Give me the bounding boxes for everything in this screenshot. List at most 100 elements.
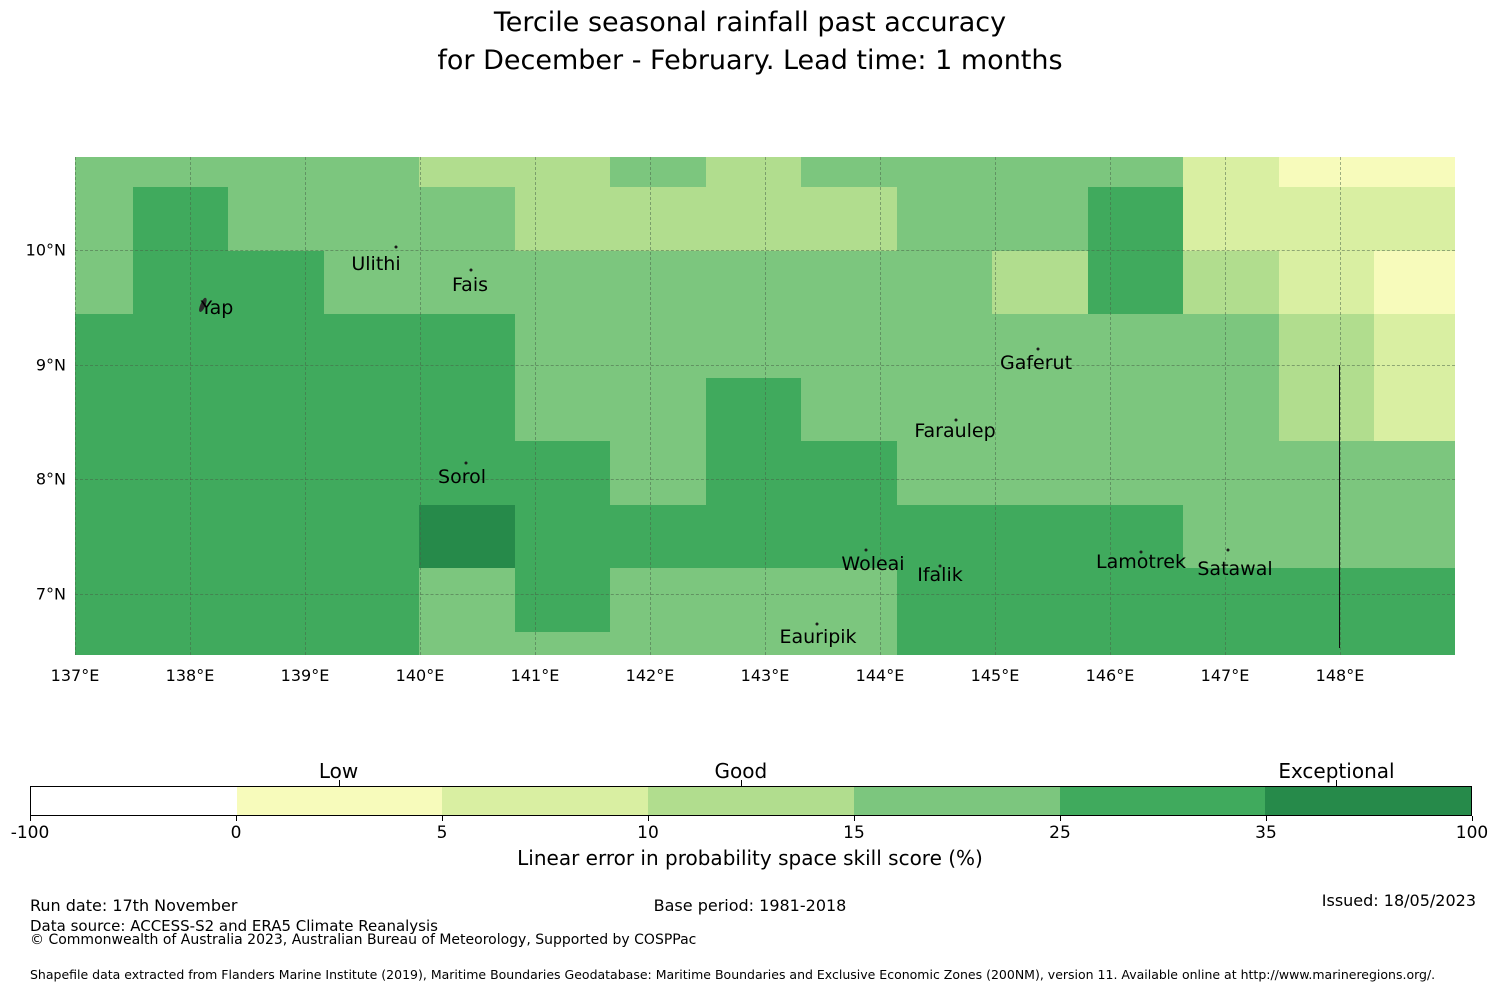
grid-cell <box>1183 187 1279 251</box>
colorbar-tick-label: 0 <box>230 823 242 843</box>
grid-cell <box>228 568 324 632</box>
grid-cell <box>801 377 897 441</box>
grid-cell <box>75 504 133 568</box>
grid-cell <box>323 377 419 441</box>
grid-cell <box>75 631 133 655</box>
island-label-gaferut: Gaferut <box>999 352 1073 374</box>
grid-cell <box>610 631 706 655</box>
grid-cell <box>1087 157 1183 187</box>
colorbar-segment-0-to-5 <box>236 787 443 815</box>
grid-cell <box>1278 631 1374 655</box>
grid-cell <box>896 504 992 568</box>
grid-cell <box>75 377 133 441</box>
island-label-lamotrek: Lamotrek <box>1096 551 1186 573</box>
grid-cell <box>1087 314 1183 378</box>
grid-cell <box>992 377 1088 441</box>
grid-cell <box>610 157 706 187</box>
grid-cell <box>992 504 1088 568</box>
grid-cell <box>419 377 515 441</box>
grid-cell <box>1278 377 1374 441</box>
footer-copyright: © Commonwealth of Australia 2023, Austra… <box>30 932 697 948</box>
grid-cell <box>1374 250 1455 314</box>
grid-cell <box>705 250 801 314</box>
grid-cell <box>323 504 419 568</box>
colorbar-tick <box>648 816 649 821</box>
grid-cell <box>1087 187 1183 251</box>
grid-cell <box>75 441 133 505</box>
grid-cell <box>514 441 610 505</box>
colorbar-axis-label: Linear error in probability space skill … <box>517 846 983 870</box>
y-axis-tick-label: 10°N <box>25 240 66 260</box>
grid-cell <box>75 568 133 632</box>
grid-cell <box>228 377 324 441</box>
grid-cell <box>1087 441 1183 505</box>
colorbar-tick-label: 5 <box>436 823 448 843</box>
grid-cell <box>132 568 228 632</box>
grid-cell <box>992 631 1088 655</box>
island-marker-fais <box>469 268 473 272</box>
longitude-gridline <box>765 157 766 655</box>
grid-cell <box>1374 441 1455 505</box>
grid-cell <box>896 441 992 505</box>
grid-cell <box>610 504 706 568</box>
grid-cell <box>132 504 228 568</box>
grid-cell <box>1278 157 1374 187</box>
longitude-gridline <box>305 157 306 655</box>
longitude-gridline <box>75 157 76 655</box>
grid-cell <box>705 157 801 187</box>
grid-cell <box>419 157 515 187</box>
grid-cell <box>419 250 515 314</box>
grid-cell <box>514 504 610 568</box>
colorbar-tick <box>30 816 31 821</box>
island-marker-ifalik <box>938 564 942 568</box>
footer-data-source: Data source: ACCESS-S2 and ERA5 Climate … <box>30 917 438 935</box>
island-label-eauripik: Eauripik <box>779 626 857 648</box>
grid-cell <box>132 377 228 441</box>
colorbar <box>30 786 1472 816</box>
grid-cell <box>992 250 1088 314</box>
grid-cell <box>896 250 992 314</box>
grid-cell <box>705 504 801 568</box>
colorbar-tick-label: 35 <box>1255 823 1277 843</box>
colorbar-tick-label: 15 <box>843 823 865 843</box>
latitude-gridline <box>75 479 1455 481</box>
grid-cell <box>419 631 515 655</box>
grid-cell <box>992 314 1088 378</box>
grid-cell <box>896 187 992 251</box>
colorbar-tick-label: 25 <box>1049 823 1071 843</box>
chart-title: Tercile seasonal rainfall past accuracy <box>493 7 1007 38</box>
grid-cell <box>896 631 992 655</box>
colorbar-category-label-good: Good <box>714 759 768 783</box>
grid-cell <box>801 631 897 655</box>
grid-cell <box>1087 377 1183 441</box>
colorbar-segment-25-to-35 <box>1059 787 1266 815</box>
grid-cell <box>1183 250 1279 314</box>
grid-cell <box>705 631 801 655</box>
longitude-gridline <box>650 157 651 655</box>
grid-cell <box>132 631 228 655</box>
grid-cell <box>705 314 801 378</box>
grid-cell <box>514 314 610 378</box>
grid-cell <box>896 377 992 441</box>
longitude-gridline <box>420 157 421 655</box>
colorbar-tick <box>236 816 237 821</box>
latitude-gridline <box>75 250 1455 251</box>
longitude-gridline <box>535 157 536 655</box>
island-label-sorol: Sorol <box>438 466 486 488</box>
grid-cell <box>610 250 706 314</box>
grid-cell <box>992 157 1088 187</box>
x-axis-tick-label: 142°E <box>625 666 675 685</box>
x-axis-tick-label: 140°E <box>395 666 445 685</box>
grid-cell <box>992 441 1088 505</box>
grid-cell <box>1374 504 1455 568</box>
chart-title-block: Tercile seasonal rainfall past accuracy … <box>0 4 1500 80</box>
grid-cell <box>896 157 992 187</box>
grid-cell <box>323 157 419 187</box>
x-axis-tick-label: 143°E <box>740 666 790 685</box>
grid-cell <box>1374 157 1455 187</box>
colorbar-segment-35-to-100 <box>1265 787 1472 815</box>
grid-cell <box>132 250 228 314</box>
grid-cell <box>1183 314 1279 378</box>
y-axis-tick-label: 8°N <box>35 469 66 489</box>
